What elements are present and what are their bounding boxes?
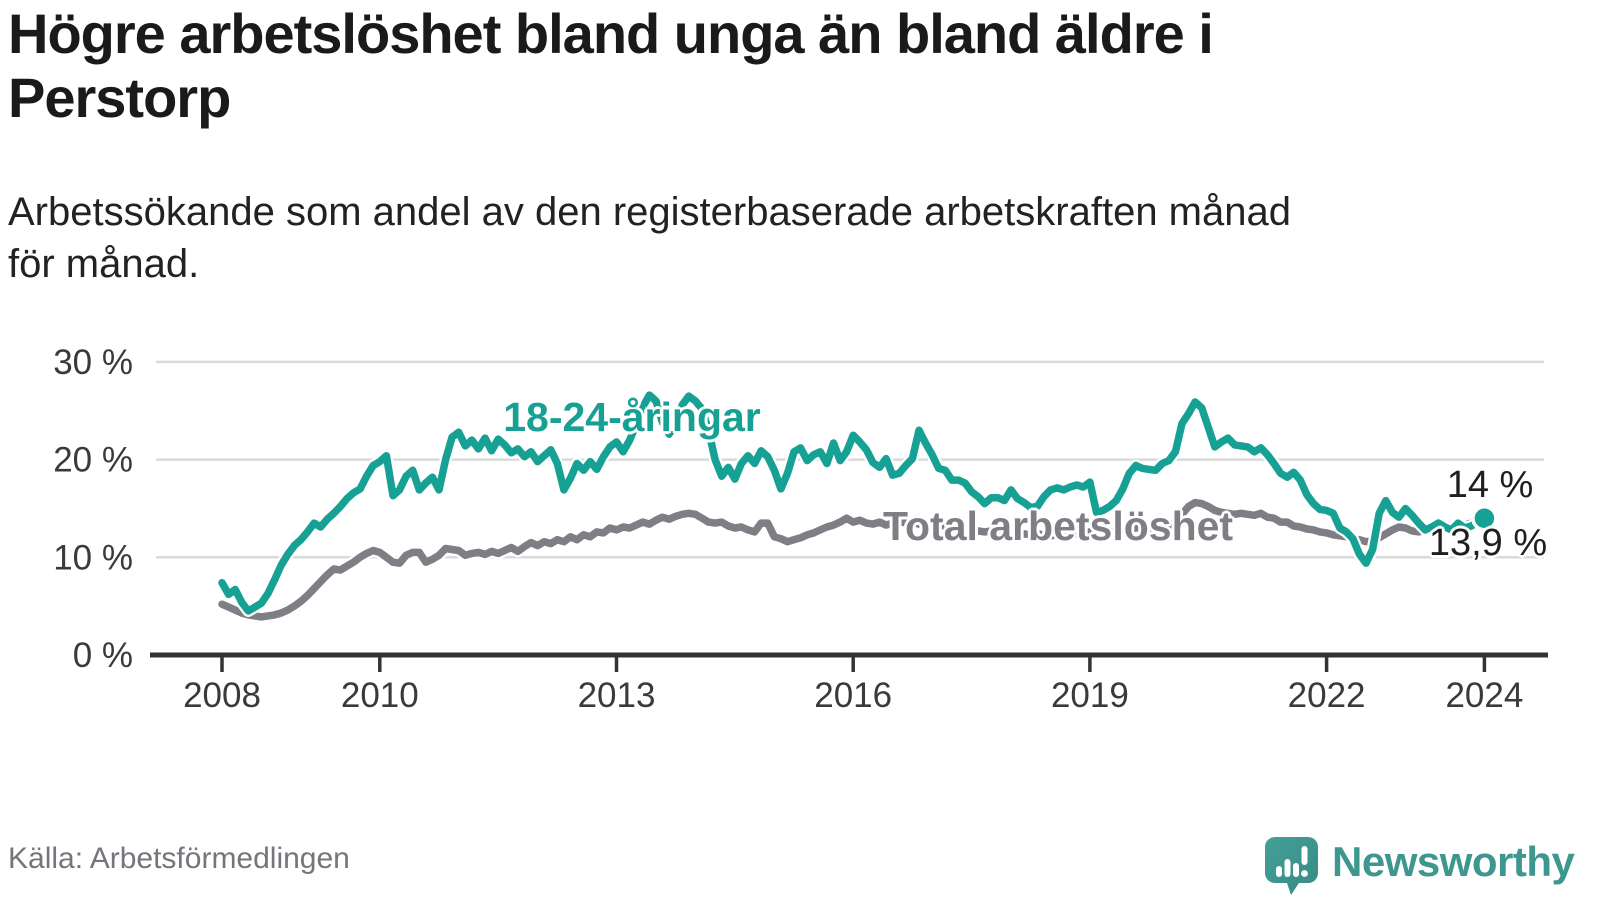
bar-1 (1276, 866, 1282, 877)
x-axis-label: 2022 (1288, 676, 1366, 715)
x-axis-label: 2016 (814, 676, 892, 715)
newsworthy-logo: Newsworthy (1264, 836, 1575, 896)
title-line2: Perstorp (8, 66, 231, 130)
x-axis-label: 2013 (578, 676, 656, 715)
subtitle-line2: för månad. (8, 242, 200, 286)
subtitle-line1: Arbetssökande som andel av den registerb… (8, 190, 1291, 234)
x-axis-label: 2024 (1445, 676, 1523, 715)
line-casing (216, 389, 1491, 617)
newsworthy-logo-icon (1265, 837, 1318, 895)
end-value-label-total: 13,9 % (1428, 522, 1548, 564)
y-axis-label: 10 % (53, 538, 133, 577)
end-value-label-young: 14 % (1446, 464, 1534, 506)
exclamation-bar (1301, 846, 1308, 865)
bar-3 (1293, 863, 1299, 877)
x-axis-label: 2008 (183, 676, 261, 715)
x-axis-label: 2019 (1051, 676, 1129, 715)
y-axis-label: 0 % (73, 636, 133, 675)
y-axis-label: 30 % (53, 343, 133, 382)
chart-subtitle: Arbetssökande som andel av den registerb… (8, 186, 1568, 290)
page-title: Högre arbetslöshet bland unga än bland ä… (8, 2, 1588, 131)
source-note: Källa: Arbetsförmedlingen (8, 842, 350, 875)
series-label-young: 18-24-åringar (503, 394, 761, 440)
newsworthy-logo-text: Newsworthy (1332, 838, 1575, 885)
y-axis-label: 20 % (53, 441, 133, 480)
end-point-dot (1471, 504, 1498, 532)
exclamation-dot (1301, 870, 1308, 877)
series-line (218, 391, 1489, 615)
title-line1: Högre arbetslöshet bland unga än bland ä… (8, 2, 1214, 65)
speech-bubble-shape (1265, 837, 1318, 895)
x-axis-label: 2010 (341, 676, 419, 715)
series-line (218, 498, 1489, 621)
series-label-total: Total arbetslöshet (883, 503, 1234, 549)
bar-2 (1284, 859, 1291, 877)
